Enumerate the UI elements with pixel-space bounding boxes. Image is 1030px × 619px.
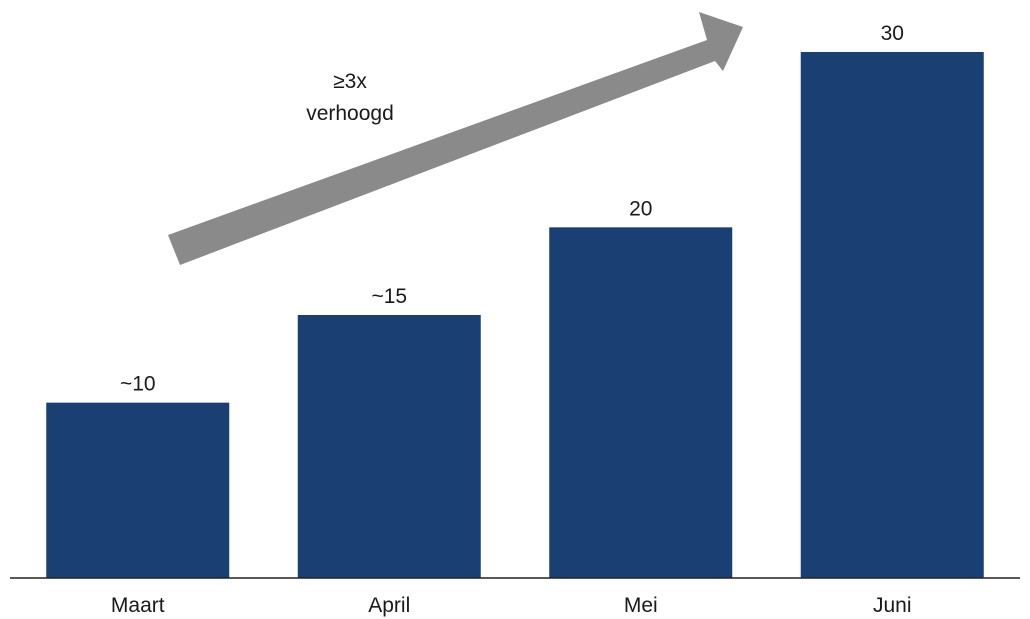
category-label-mei: Mei xyxy=(624,594,658,617)
growth-arrow xyxy=(168,12,743,265)
annotation-line-2: verhoogd xyxy=(306,102,394,125)
category-label-april: April xyxy=(368,594,410,617)
value-label-mei: 20 xyxy=(629,197,652,220)
category-label-juni: Juni xyxy=(873,594,912,617)
bar-juni xyxy=(800,52,984,578)
value-label-juni: 30 xyxy=(881,22,904,45)
bar-maart xyxy=(46,402,230,578)
bar-mei xyxy=(549,227,733,579)
bar-april xyxy=(297,315,481,578)
annotation-line-1: ≥3x xyxy=(333,70,367,93)
bars-group xyxy=(46,52,984,579)
category-labels-group: Maart April Mei Juni xyxy=(111,594,912,617)
value-label-april: ~15 xyxy=(371,285,407,308)
value-label-maart: ~10 xyxy=(120,373,156,396)
category-label-maart: Maart xyxy=(111,594,165,617)
value-labels-group: ~10 ~15 20 30 xyxy=(120,22,904,396)
